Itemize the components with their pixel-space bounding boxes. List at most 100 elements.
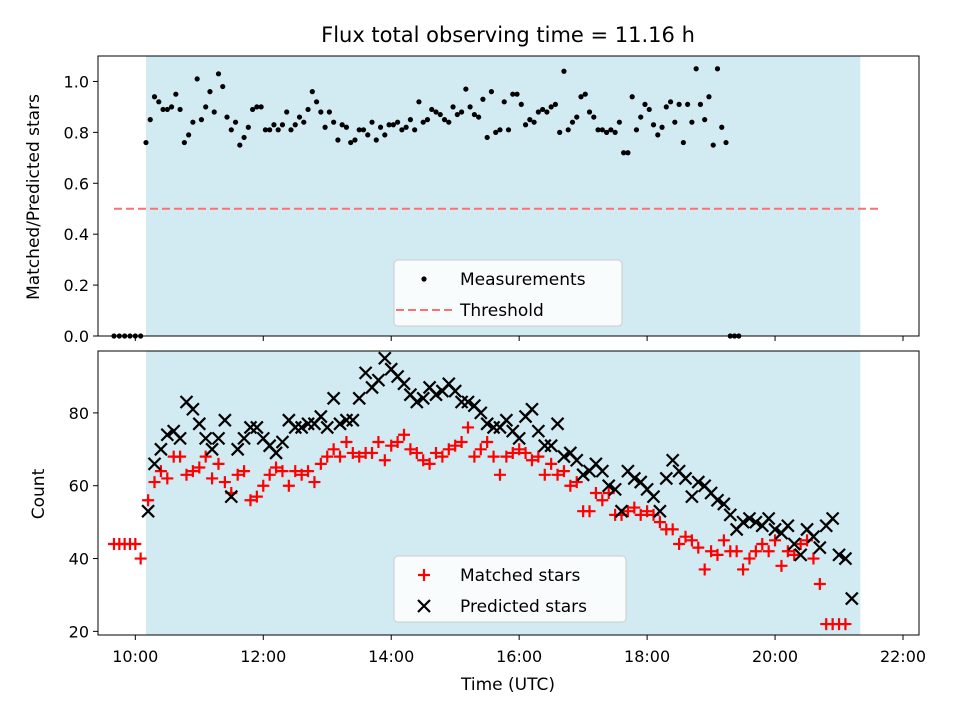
predicted-star-point bbox=[410, 395, 424, 409]
measurement-point bbox=[697, 101, 704, 107]
predicted-star-point bbox=[339, 413, 354, 427]
matched-star-point bbox=[551, 468, 564, 481]
matched-star-point bbox=[161, 472, 174, 485]
measurement-point bbox=[416, 99, 422, 105]
measurement-point bbox=[377, 124, 384, 130]
matched-star-point bbox=[346, 446, 359, 459]
matched-star-point bbox=[423, 457, 436, 470]
matched-star-point bbox=[231, 468, 244, 481]
matched-star-point bbox=[743, 552, 756, 565]
measurement-point bbox=[262, 127, 268, 133]
measurement-point bbox=[578, 94, 584, 100]
measurement-point bbox=[667, 99, 674, 105]
measurement-point bbox=[710, 142, 716, 148]
measurement-point bbox=[382, 132, 388, 138]
matched-star-point bbox=[302, 465, 315, 478]
measurement-point bbox=[194, 76, 200, 82]
matched-star-point bbox=[730, 545, 743, 558]
measurement-point bbox=[296, 114, 303, 120]
measurement-point bbox=[582, 91, 588, 97]
matched-star-point bbox=[628, 501, 641, 514]
predicted-star-point bbox=[499, 413, 514, 427]
legend-marker bbox=[418, 569, 430, 581]
predicted-star-point bbox=[480, 417, 494, 431]
matched-star-point bbox=[621, 505, 634, 518]
measurement-point bbox=[198, 117, 205, 123]
matched-star-point bbox=[749, 545, 762, 558]
predicted-star-point bbox=[314, 409, 328, 424]
predicted-star-point bbox=[569, 453, 584, 468]
measurement-point bbox=[399, 127, 405, 133]
measurement-point bbox=[437, 111, 443, 118]
time-x-axis-ticks: 10:00 12:00 14:00 16:00 18:00 20:00 22:00 bbox=[112, 635, 926, 666]
measurement-point bbox=[211, 109, 217, 115]
predicted-star-point bbox=[218, 413, 232, 427]
count-y-axis-ticks: 20 40 60 80 bbox=[69, 404, 98, 641]
predicted-star-point bbox=[710, 493, 725, 508]
predicted-star-point bbox=[160, 427, 175, 442]
matched-star-point bbox=[596, 494, 609, 507]
count-panel: 20 40 60 80 10:00 12:00 14:00 16:00 18:00 20:00 2… bbox=[29, 350, 926, 695]
predicted-star-point bbox=[173, 431, 187, 446]
predicted-star-point bbox=[723, 508, 738, 522]
y-tick-label: 1.0 bbox=[64, 72, 89, 91]
measurement-point bbox=[173, 91, 179, 97]
measurement-point bbox=[309, 89, 315, 95]
predicted-star-point bbox=[301, 417, 315, 431]
matched-star-point bbox=[174, 450, 187, 463]
predicted-star-point bbox=[269, 446, 283, 460]
measurement-point bbox=[339, 122, 345, 128]
matched-star-point bbox=[634, 508, 647, 521]
measurement-point bbox=[365, 132, 371, 138]
measurement-point bbox=[505, 127, 512, 133]
predicted-star-point bbox=[448, 384, 462, 398]
predicted-star-point bbox=[614, 504, 629, 518]
predicted-star-point bbox=[838, 551, 853, 566]
predicted-star-point bbox=[665, 453, 680, 468]
measurement-point bbox=[471, 111, 477, 118]
predicted-star-point bbox=[608, 482, 622, 497]
predicted-star-point bbox=[576, 468, 590, 482]
matched-star-point bbox=[134, 552, 147, 565]
matched-star-point bbox=[263, 468, 276, 481]
predicted-star-point bbox=[557, 449, 571, 464]
measurement-point bbox=[633, 127, 640, 133]
measurement-point bbox=[360, 127, 367, 133]
measurement-point bbox=[322, 124, 328, 130]
measurement-point bbox=[663, 104, 669, 110]
measurement-point bbox=[603, 129, 610, 135]
matched-star-point bbox=[206, 472, 219, 485]
legend-label: Threshold bbox=[459, 301, 544, 321]
predicted-star-point bbox=[544, 438, 558, 453]
measurement-point bbox=[591, 114, 597, 120]
predicted-star-point bbox=[742, 511, 757, 526]
measurement-point bbox=[723, 139, 729, 146]
y-tick-label: 0.2 bbox=[64, 276, 89, 295]
measurement-point bbox=[497, 127, 503, 133]
measurement-point bbox=[352, 137, 358, 143]
measurement-point bbox=[680, 139, 686, 146]
measurement-point bbox=[544, 109, 550, 115]
measurement-points bbox=[111, 66, 742, 339]
matched-star-point bbox=[180, 468, 193, 481]
matched-star-point bbox=[493, 468, 506, 481]
predicted-star-point bbox=[250, 420, 264, 435]
matched-star-point bbox=[436, 450, 449, 463]
measurement-point bbox=[203, 104, 209, 110]
y-tick-label: 80 bbox=[69, 404, 89, 423]
measurement-point bbox=[612, 129, 618, 135]
predicted-star-point bbox=[397, 376, 411, 391]
predicted-star-point bbox=[813, 540, 827, 555]
predicted-star-point bbox=[845, 591, 859, 606]
measurement-point bbox=[693, 66, 699, 72]
measurement-point bbox=[454, 111, 460, 118]
predicted-star-point bbox=[806, 529, 821, 544]
measurement-point bbox=[250, 106, 256, 113]
predicted-star-point bbox=[659, 471, 674, 486]
predicted-star-point bbox=[378, 351, 392, 366]
matched-star-point bbox=[756, 537, 769, 550]
matched-star-point bbox=[673, 537, 686, 550]
measurement-point bbox=[335, 137, 341, 143]
matched-star-point bbox=[455, 436, 468, 449]
measurement-point bbox=[343, 124, 350, 130]
